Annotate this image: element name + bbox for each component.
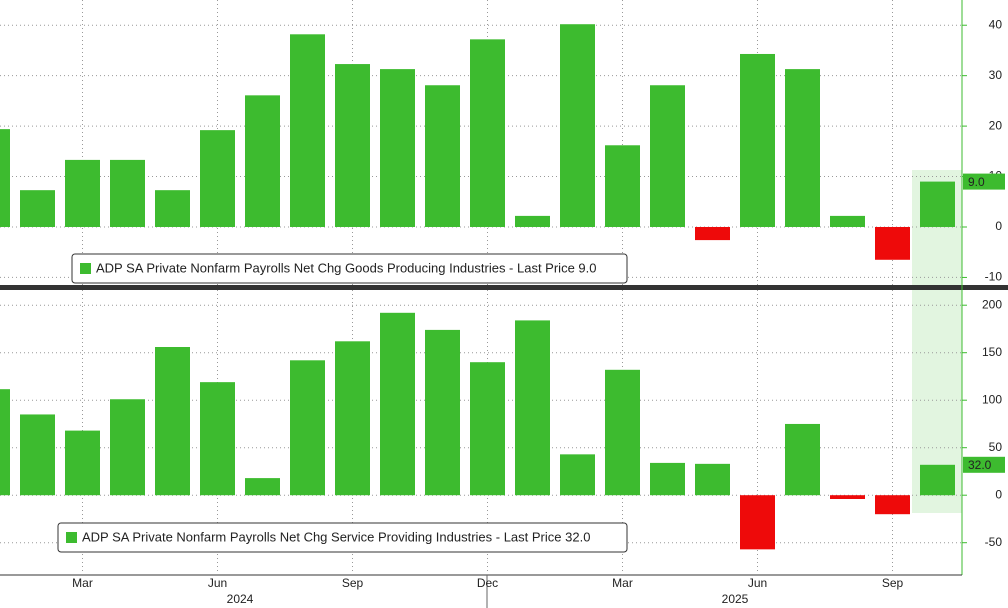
- legend-swatch: [80, 263, 91, 274]
- y-tick-label: 0: [995, 487, 1002, 501]
- x-tick-label: Jun: [208, 576, 227, 590]
- bar: [245, 95, 280, 227]
- bar: [200, 130, 235, 227]
- bar: [20, 190, 55, 227]
- y-tick-label: 100: [982, 392, 1002, 406]
- bar: [335, 64, 370, 227]
- bar: [200, 382, 235, 496]
- bar: [155, 190, 190, 227]
- panel-divider: [0, 285, 1008, 290]
- x-tick-label: Jun: [748, 576, 767, 590]
- y-tick-label: 20: [989, 118, 1003, 132]
- last-price-label: 32.0: [968, 458, 992, 472]
- bar: [785, 69, 820, 227]
- x-tick-label: Dec: [477, 576, 498, 590]
- y-tick-label: -50: [985, 535, 1003, 549]
- bar: [920, 464, 955, 496]
- last-price-tag: [963, 173, 1005, 190]
- bar: [830, 215, 865, 227]
- bar: [290, 360, 325, 496]
- bar: [290, 34, 325, 227]
- bar: [515, 320, 550, 496]
- bar: [650, 85, 685, 227]
- bar: [920, 181, 955, 227]
- bar: [560, 454, 595, 496]
- y-tick-label: 200: [982, 297, 1002, 311]
- bar: [0, 389, 10, 496]
- bar: [650, 462, 685, 496]
- legend-swatch: [66, 532, 77, 543]
- bar: [470, 39, 505, 227]
- bar: [425, 85, 460, 227]
- y-tick-label: 50: [989, 440, 1003, 454]
- bar: [695, 226, 730, 241]
- bar: [425, 329, 460, 496]
- bar: [65, 159, 100, 227]
- x-tick-label: Mar: [612, 576, 633, 590]
- bar: [65, 430, 100, 496]
- bar: [605, 145, 640, 227]
- y-tick-label: 30: [989, 68, 1003, 82]
- y-tick-label: -10: [985, 270, 1003, 284]
- bar: [110, 399, 145, 496]
- bar: [785, 423, 820, 496]
- bar: [380, 312, 415, 496]
- legend-box: [71, 253, 628, 284]
- bar: [875, 226, 910, 260]
- bar: [470, 362, 505, 496]
- legend-text: ADP SA Private Nonfarm Payrolls Net Chg …: [96, 260, 597, 275]
- bar: [740, 495, 775, 550]
- legend-box: [57, 522, 628, 553]
- y-tick-label: 40: [989, 17, 1003, 31]
- bar: [380, 69, 415, 227]
- bar: [830, 495, 865, 499]
- bar: [20, 414, 55, 496]
- x-tick-label: Sep: [882, 576, 904, 590]
- bar: [155, 347, 190, 496]
- bar: [560, 24, 595, 227]
- bar: [335, 341, 370, 496]
- y-tick-label: 150: [982, 345, 1002, 359]
- last-price-label: 9.0: [968, 175, 985, 189]
- bar: [605, 369, 640, 496]
- x-year-label: 2024: [227, 592, 254, 606]
- bar: [245, 478, 280, 496]
- x-tick-label: Mar: [72, 576, 93, 590]
- bar: [110, 159, 145, 227]
- last-price-tag: [963, 456, 1005, 473]
- bar: [695, 463, 730, 496]
- bar: [740, 53, 775, 227]
- bar: [875, 495, 910, 515]
- x-year-label: 2025: [722, 592, 749, 606]
- legend-text: ADP SA Private Nonfarm Payrolls Net Chg …: [82, 529, 590, 544]
- y-tick-label: 0: [995, 219, 1002, 233]
- bar: [0, 129, 10, 227]
- bar: [515, 215, 550, 227]
- x-tick-label: Sep: [342, 576, 364, 590]
